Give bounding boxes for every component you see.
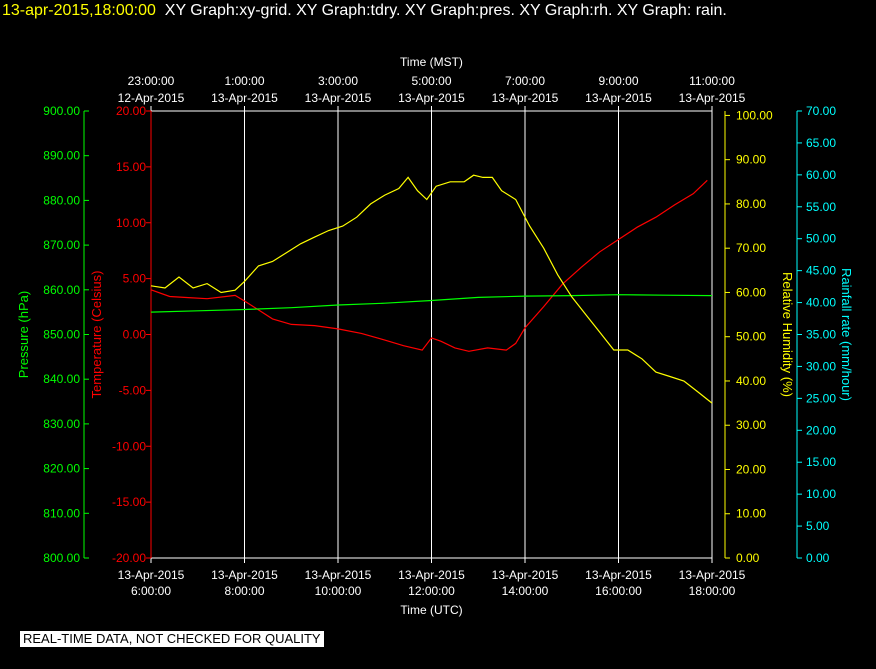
x-tick-label-mst-time: 7:00:00 [505,74,545,88]
humidity-tick-label: 100.00 [736,108,773,122]
rain-axis-title: Rainfall rate (mm/hour) [839,268,854,401]
x-tick-label-utc-date: 13-Apr-2015 [118,568,185,582]
x-tick-label-mst-time: 9:00:00 [598,74,638,88]
x-tick-label-utc-date: 13-Apr-2015 [398,568,465,582]
humidity-axis-title: Relative Humidity (%) [780,272,795,397]
x-tick-label-mst-date: 13-Apr-2015 [305,91,372,105]
x-tick-label-mst-date: 13-Apr-2015 [585,91,652,105]
rain-tick-label: 45.00 [806,264,836,278]
rain-tick-label: 50.00 [806,232,836,246]
title-timestamp: 13-apr-2015,18:00:00 [2,2,156,19]
rain-tick-label: 10.00 [806,487,836,501]
pressure-tick-label: 810.00 [43,506,80,520]
x-tick-label-utc-date: 13-Apr-2015 [211,568,278,582]
x-tick-label-utc-time: 16:00:00 [595,584,642,598]
x-tick-label-mst-time: 23:00:00 [128,74,175,88]
x-axis-label-utc: Time (UTC) [400,603,462,617]
humidity-tick-label: 30.00 [736,418,766,432]
x-tick-label-utc-date: 13-Apr-2015 [679,568,746,582]
temperature-tick-label: 0.00 [123,328,147,342]
pressure-tick-label: 860.00 [43,283,80,297]
x-tick-label-utc-time: 6:00:00 [131,584,171,598]
humidity-tick-label: 80.00 [736,197,766,211]
x-tick-label-utc-date: 13-Apr-2015 [492,568,559,582]
x-axis-label-mst: Time (MST) [400,55,463,69]
x-tick-label-utc-date: 13-Apr-2015 [585,568,652,582]
x-tick-label-mst-date: 13-Apr-2015 [211,91,278,105]
humidity-tick-label: 40.00 [736,374,766,388]
temperature-tick-label: 20.00 [116,104,146,118]
x-tick-label-utc-time: 8:00:00 [224,584,264,598]
pressure-tick-label: 840.00 [43,372,80,386]
rain-tick-label: 5.00 [806,519,830,533]
pressure-tick-label: 850.00 [43,328,80,342]
humidity-tick-label: 50.00 [736,330,766,344]
rain-tick-label: 60.00 [806,168,836,182]
pressure-tick-label: 820.00 [43,462,80,476]
rain-tick-label: 0.00 [806,551,830,565]
pressure-tick-label: 830.00 [43,417,80,431]
rain-tick-label: 55.00 [806,200,836,214]
humidity-tick-label: 60.00 [736,285,766,299]
temperature-tick-label: -10.00 [112,439,146,453]
x-tick-label-utc-time: 10:00:00 [315,584,362,598]
pressure-tick-label: 900.00 [43,104,80,118]
humidity-tick-label: 90.00 [736,153,766,167]
temperature-axis-title: Temperature (Celsius) [89,271,104,399]
temperature-tick-label: -20.00 [112,551,146,565]
x-tick-label-utc-time: 18:00:00 [689,584,736,598]
pressure-tick-label: 890.00 [43,149,80,163]
pressure-tick-label: 870.00 [43,238,80,252]
pressure-tick-label: 880.00 [43,193,80,207]
humidity-series-line [150,174,713,404]
x-tick-label-mst-date: 13-Apr-2015 [398,91,465,105]
x-tick-label-mst-date: 12-Apr-2015 [118,91,185,105]
rain-tick-label: 20.00 [806,423,836,437]
rain-tick-label: 15.00 [806,455,836,469]
x-tick-label-mst-date: 13-Apr-2015 [679,91,746,105]
pressure-axis-title: Pressure (hPa) [16,291,31,378]
x-tick-label-mst-time: 1:00:00 [224,74,264,88]
rain-tick-label: 65.00 [806,136,836,150]
rain-tick-label: 70.00 [806,104,836,118]
quality-notice: REAL-TIME DATA, NOT CHECKED FOR QUALITY [20,631,324,647]
rain-tick-label: 25.00 [806,391,836,405]
x-tick-label-mst-time: 11:00:00 [689,74,735,88]
page-title: 13-apr-2015,18:00:00 XY Graph:xy-grid. X… [2,0,862,22]
rain-tick-label: 35.00 [806,328,836,342]
rain-tick-label: 40.00 [806,296,836,310]
humidity-tick-label: 0.00 [736,551,760,565]
pressure-series-line [150,294,713,313]
x-tick-label-mst-time: 3:00:00 [318,74,358,88]
pressure-tick-label: 800.00 [43,551,80,565]
temperature-tick-label: -5.00 [119,383,147,397]
humidity-tick-label: 20.00 [736,462,766,476]
humidity-tick-label: 10.00 [736,507,766,521]
temperature-tick-label: 10.00 [116,216,146,230]
temperature-tick-label: -15.00 [112,495,146,509]
humidity-tick-label: 70.00 [736,241,766,255]
title-graph-list: XY Graph:xy-grid. XY Graph:tdry. XY Grap… [164,2,727,19]
x-tick-label-utc-date: 13-Apr-2015 [305,568,372,582]
x-tick-label-mst-date: 13-Apr-2015 [492,91,559,105]
temperature-tick-label: 15.00 [116,160,146,174]
x-tick-label-utc-time: 12:00:00 [408,584,455,598]
temperature-series-line [150,179,708,352]
x-tick-label-utc-time: 14:00:00 [502,584,549,598]
x-tick-label-mst-time: 5:00:00 [411,74,451,88]
temperature-tick-label: 5.00 [123,272,147,286]
rain-tick-label: 30.00 [806,359,836,373]
